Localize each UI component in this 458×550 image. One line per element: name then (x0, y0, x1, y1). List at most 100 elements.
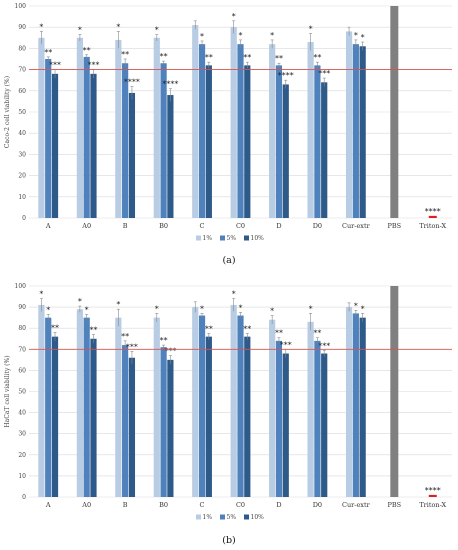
bar-5% (352, 313, 359, 497)
y-axis-label: HaCaT cell viability (%) (4, 355, 11, 427)
significance-stars: ** (313, 53, 321, 62)
x-category-label: Triton-X (419, 501, 446, 509)
significance-stars: * (309, 304, 313, 313)
significance-stars: **** (278, 71, 294, 80)
legend-label: 5% (227, 514, 237, 521)
y-tick-label: 70 (18, 346, 26, 353)
significance-stars: **** (425, 207, 441, 216)
bar-1% (345, 31, 353, 218)
x-category-label: C0 (236, 222, 245, 230)
significance-stars: * (361, 304, 365, 313)
bar-10% (244, 336, 251, 497)
y-tick-label: 90 (18, 304, 26, 311)
significance-stars: * (232, 12, 236, 21)
x-category-label: D (276, 222, 281, 230)
x-category-label: A (45, 501, 51, 509)
legend-swatch (220, 235, 225, 241)
bar-10% (90, 73, 97, 218)
bar-1% (115, 317, 122, 497)
chart-panel-0: 0 10 20 30 40 50 60 70 80 90 100 Caco-2 cell viabil… (4, 3, 452, 266)
significance-stars: * (270, 307, 274, 316)
bar-1% (153, 37, 160, 218)
y-tick-label: 30 (18, 431, 26, 438)
significance-stars: *** (87, 61, 99, 70)
significance-stars: * (78, 26, 82, 35)
bar-1% (230, 27, 237, 219)
bar-triton-x (428, 494, 437, 497)
panel-label: (b) (222, 535, 236, 546)
x-category-label: C (200, 222, 205, 230)
significance-stars: **** (162, 80, 178, 89)
significance-stars: * (354, 31, 358, 40)
significance-stars: * (155, 304, 159, 313)
y-tick-label: 60 (18, 367, 26, 374)
significance-stars: **** (425, 486, 441, 495)
significance-stars: ** (205, 53, 213, 62)
significance-stars: * (239, 303, 243, 312)
x-category-label: Cur-extr (342, 222, 371, 230)
x-category-label: A (45, 222, 51, 230)
chart-panel-1: 0 10 20 30 40 50 60 70 80 90 100 HaCaT cell viabili… (4, 283, 452, 546)
y-tick-label: 50 (18, 389, 26, 396)
bar-5% (198, 315, 206, 497)
y-tick-label: 10 (18, 194, 26, 201)
legend-swatch (196, 514, 201, 520)
x-category-label: Triton-X (419, 222, 446, 230)
y-tick-label: 80 (18, 45, 26, 52)
y-tick-label: 70 (18, 67, 26, 74)
x-category-label: A0 (81, 501, 91, 509)
significance-stars: *** (280, 340, 292, 349)
x-category-label: PBS (388, 501, 402, 509)
legend-swatch (244, 514, 249, 520)
bar-5% (83, 317, 90, 497)
bar-10% (167, 359, 174, 497)
bar-5% (122, 345, 129, 497)
bar-1% (115, 39, 122, 218)
bar-10% (167, 95, 174, 218)
bar-1% (192, 25, 199, 218)
legend-swatch (196, 235, 201, 241)
bar-1% (76, 309, 83, 497)
significance-stars: * (155, 26, 159, 35)
significance-stars: * (309, 25, 313, 34)
significance-stars: * (78, 297, 82, 306)
significance-stars: ** (121, 50, 129, 59)
bar-pbs (390, 286, 399, 497)
bar-1% (269, 319, 276, 497)
bar-10% (51, 336, 59, 497)
significance-stars: ** (275, 54, 283, 63)
bar-1% (345, 307, 353, 497)
bar-5% (83, 56, 90, 218)
bar-1% (307, 321, 314, 497)
bar-10% (244, 65, 251, 218)
significance-stars: * (46, 305, 50, 314)
y-tick-label: 90 (18, 24, 26, 31)
bar-10% (359, 317, 366, 497)
x-category-label: PBS (388, 222, 402, 230)
significance-stars: * (239, 31, 243, 40)
y-tick-label: 20 (18, 173, 26, 180)
y-tick-label: 100 (15, 283, 27, 290)
bar-10% (128, 357, 136, 497)
bar-10% (282, 84, 289, 218)
y-axis-label: Caco-2 cell viability (%) (4, 76, 11, 148)
bar-10% (205, 336, 212, 497)
legend-swatch (220, 514, 225, 520)
bar-5% (275, 65, 283, 218)
bar-1% (38, 304, 45, 497)
significance-stars: ** (160, 336, 168, 345)
bar-10% (205, 65, 212, 218)
significance-stars: * (39, 22, 43, 31)
x-category-label: Cur-extr (342, 501, 371, 509)
significance-stars: *** (318, 69, 330, 78)
x-category-label: B0 (159, 501, 168, 509)
bar-10% (321, 353, 328, 497)
x-category-label: C0 (236, 501, 245, 509)
significance-stars: * (361, 33, 365, 42)
legend-label: 10% (251, 235, 265, 242)
bar-1% (76, 37, 83, 218)
significance-stars: *** (164, 347, 176, 356)
y-tick-label: 0 (22, 215, 26, 222)
significance-stars: ** (121, 332, 129, 341)
